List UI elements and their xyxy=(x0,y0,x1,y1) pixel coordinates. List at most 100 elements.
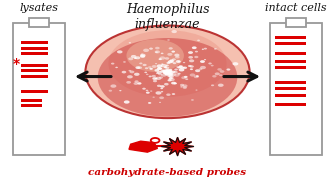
FancyBboxPatch shape xyxy=(21,41,48,44)
Circle shape xyxy=(189,59,194,62)
Circle shape xyxy=(140,54,146,57)
Circle shape xyxy=(168,60,173,63)
FancyBboxPatch shape xyxy=(275,52,306,55)
Circle shape xyxy=(170,71,174,74)
Circle shape xyxy=(169,73,173,76)
Circle shape xyxy=(170,71,173,73)
Circle shape xyxy=(232,62,239,66)
FancyBboxPatch shape xyxy=(13,23,65,155)
Circle shape xyxy=(115,67,118,68)
Circle shape xyxy=(177,67,180,69)
Circle shape xyxy=(145,67,148,69)
Circle shape xyxy=(169,72,172,74)
Text: intact cells: intact cells xyxy=(265,3,326,13)
Circle shape xyxy=(188,56,193,59)
Circle shape xyxy=(158,58,162,60)
Circle shape xyxy=(204,59,206,60)
Circle shape xyxy=(211,65,214,66)
FancyBboxPatch shape xyxy=(275,94,306,97)
Text: carbohydrate-based probes: carbohydrate-based probes xyxy=(88,168,247,177)
Circle shape xyxy=(131,55,136,58)
FancyBboxPatch shape xyxy=(21,75,48,78)
Circle shape xyxy=(165,70,169,72)
Circle shape xyxy=(183,67,187,69)
Circle shape xyxy=(204,48,207,50)
Circle shape xyxy=(185,78,188,80)
Circle shape xyxy=(142,88,146,90)
Circle shape xyxy=(176,66,180,68)
Circle shape xyxy=(172,71,176,73)
Circle shape xyxy=(172,51,175,53)
FancyBboxPatch shape xyxy=(275,36,306,39)
Circle shape xyxy=(161,70,167,73)
Circle shape xyxy=(166,71,169,73)
Circle shape xyxy=(98,38,237,117)
Circle shape xyxy=(172,30,177,33)
Circle shape xyxy=(111,63,114,65)
Circle shape xyxy=(149,48,153,50)
Circle shape xyxy=(163,69,170,72)
Circle shape xyxy=(162,71,169,74)
Circle shape xyxy=(218,84,224,87)
Circle shape xyxy=(134,57,137,59)
Circle shape xyxy=(123,61,126,63)
Circle shape xyxy=(179,65,183,67)
FancyBboxPatch shape xyxy=(21,64,48,67)
Circle shape xyxy=(152,77,157,80)
Circle shape xyxy=(166,93,171,96)
Circle shape xyxy=(134,82,138,85)
Circle shape xyxy=(197,40,200,41)
Circle shape xyxy=(169,77,173,79)
Circle shape xyxy=(184,76,188,78)
Circle shape xyxy=(122,71,126,73)
Circle shape xyxy=(190,73,195,77)
Circle shape xyxy=(211,84,214,86)
FancyBboxPatch shape xyxy=(21,90,48,93)
Circle shape xyxy=(214,48,217,50)
Circle shape xyxy=(148,76,152,77)
Circle shape xyxy=(149,68,152,70)
Circle shape xyxy=(157,85,161,87)
Circle shape xyxy=(194,75,199,78)
Circle shape xyxy=(135,56,140,59)
Circle shape xyxy=(196,75,199,77)
Circle shape xyxy=(126,81,131,84)
Circle shape xyxy=(170,59,174,62)
FancyBboxPatch shape xyxy=(275,42,306,45)
Circle shape xyxy=(188,65,192,67)
Circle shape xyxy=(159,76,163,79)
FancyBboxPatch shape xyxy=(275,60,306,63)
Circle shape xyxy=(164,72,170,75)
Circle shape xyxy=(148,102,151,104)
Circle shape xyxy=(166,72,170,75)
Circle shape xyxy=(217,68,222,71)
Circle shape xyxy=(167,71,173,74)
Circle shape xyxy=(155,77,161,80)
FancyBboxPatch shape xyxy=(21,52,48,55)
Circle shape xyxy=(152,97,155,98)
Circle shape xyxy=(168,70,170,71)
Circle shape xyxy=(151,75,156,77)
Circle shape xyxy=(226,68,230,71)
Circle shape xyxy=(137,66,142,69)
Circle shape xyxy=(85,26,250,118)
Circle shape xyxy=(162,70,167,73)
Circle shape xyxy=(167,75,171,77)
Circle shape xyxy=(140,55,145,58)
FancyBboxPatch shape xyxy=(275,87,306,90)
Circle shape xyxy=(190,65,194,68)
Circle shape xyxy=(178,61,180,62)
Circle shape xyxy=(165,67,169,69)
Text: *: * xyxy=(12,57,20,71)
Polygon shape xyxy=(161,137,194,156)
Circle shape xyxy=(195,51,198,53)
Circle shape xyxy=(159,56,165,60)
Circle shape xyxy=(109,30,226,97)
Circle shape xyxy=(192,46,197,49)
Circle shape xyxy=(181,76,186,79)
Circle shape xyxy=(174,74,180,77)
Circle shape xyxy=(129,42,131,43)
Circle shape xyxy=(134,80,139,83)
Circle shape xyxy=(215,72,220,75)
Circle shape xyxy=(208,63,212,64)
